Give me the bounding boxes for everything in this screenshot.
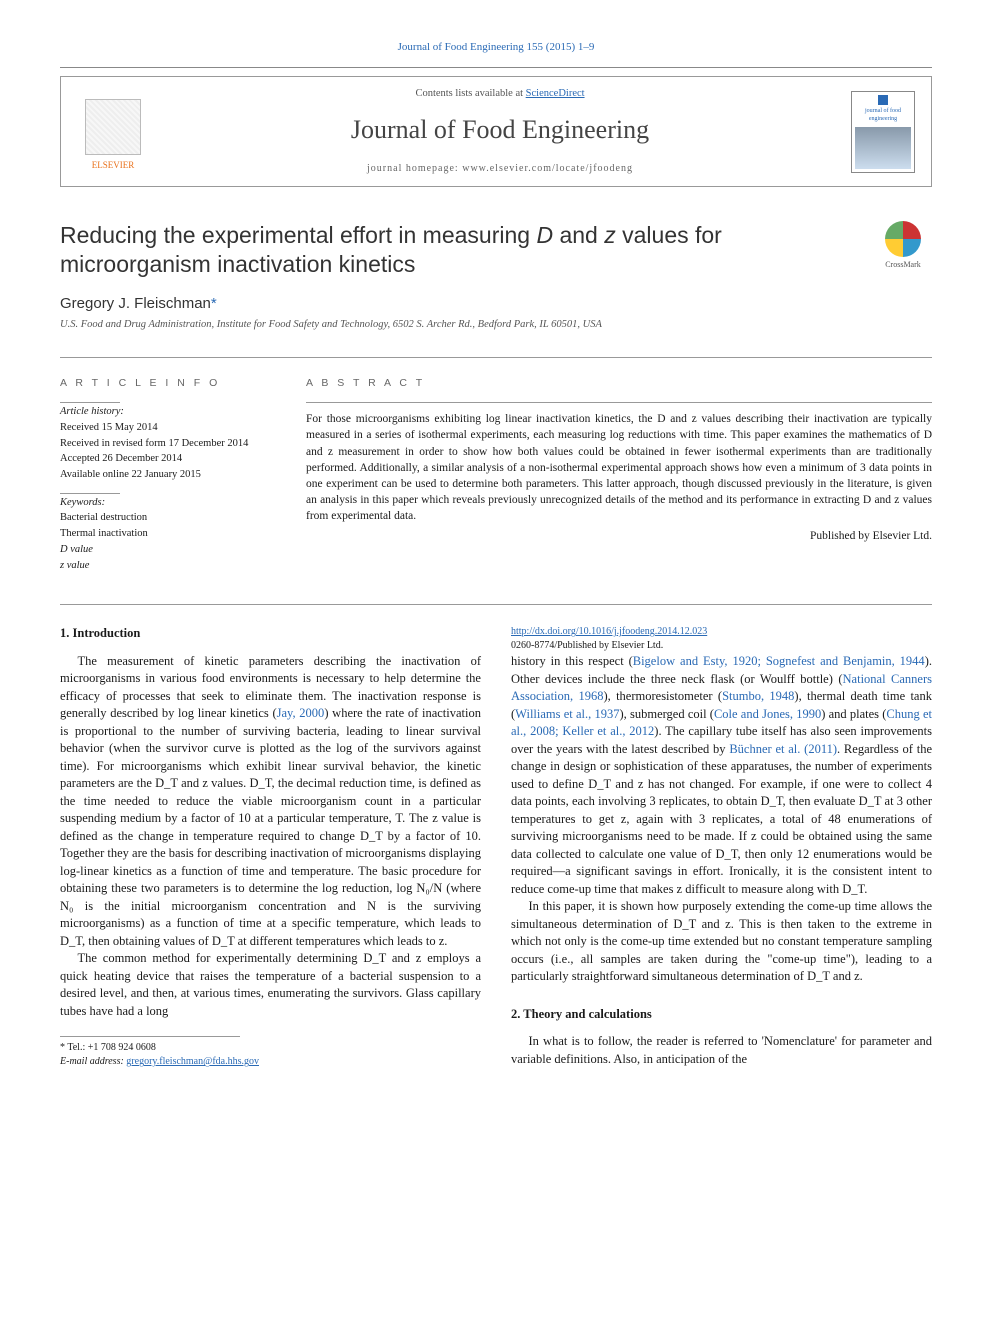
cover-square-icon: [878, 95, 888, 105]
journal-name: Journal of Food Engineering: [167, 112, 833, 148]
ref-stumbo[interactable]: Stumbo, 1948: [722, 689, 794, 703]
info-rule-2: [60, 493, 120, 494]
ref-bigelow[interactable]: Bigelow and Esty, 1920; Sognefest and Be…: [633, 654, 925, 668]
doi-link[interactable]: http://dx.doi.org/10.1016/j.jfoodeng.201…: [511, 626, 707, 637]
intro-p1: The measurement of kinetic parameters de…: [60, 653, 481, 951]
ref-williams[interactable]: Williams et al., 1937: [515, 707, 619, 721]
tel-label: * Tel.:: [60, 1042, 88, 1053]
abstract: A B S T R A C T For those microorganisms…: [306, 376, 932, 575]
abstract-text: For those microorganisms exhibiting log …: [306, 411, 932, 524]
issn-line: 0260-8774/Published by Elsevier Ltd.: [511, 640, 663, 651]
author-name: Gregory J. Fleischman: [60, 295, 211, 312]
journal-cover-thumb: journal of food engineering: [851, 91, 915, 173]
intro-p2: The common method for experimentally det…: [60, 950, 481, 1020]
keyword-2: Thermal inactivation: [60, 527, 270, 542]
contents-line: Contents lists available at ScienceDirec…: [167, 87, 833, 102]
theory-heading: 2. Theory and calculations: [511, 1006, 932, 1024]
contents-prefix: Contents lists available at: [415, 88, 525, 99]
sciencedirect-link[interactable]: ScienceDirect: [526, 88, 585, 99]
theory-p1: In what is to follow, the reader is refe…: [511, 1033, 932, 1068]
cover-small-text: journal of food engineering: [855, 107, 911, 124]
article-info: A R T I C L E I N F O Article history: R…: [60, 376, 270, 575]
history-label: Article history:: [60, 405, 270, 420]
rule-top: [60, 67, 932, 68]
journal-header: ELSEVIER Contents lists available at Sci…: [60, 76, 932, 187]
article-title: Reducing the experimental effort in meas…: [60, 221, 858, 279]
tel-number: +1 708 924 0608: [88, 1042, 156, 1053]
body-text: 1. Introduction The measurement of kinet…: [60, 604, 932, 1074]
info-heading: A R T I C L E I N F O: [60, 376, 270, 391]
elsevier-tree-icon: [85, 99, 141, 155]
online-date: Available online 22 January 2015: [60, 468, 270, 483]
intro-heading: 1. Introduction: [60, 625, 481, 643]
keyword-4: z value: [60, 559, 270, 574]
footnote-rule: [60, 1036, 240, 1037]
publisher-label: ELSEVIER: [92, 159, 135, 172]
crossmark-icon: [885, 221, 921, 257]
published-by: Published by Elsevier Ltd.: [306, 528, 932, 544]
abstract-rule: [306, 402, 932, 403]
affiliation: U.S. Food and Drug Administration, Insti…: [60, 318, 932, 333]
ref-cole[interactable]: Cole and Jones, 1990: [714, 707, 821, 721]
elsevier-logo: ELSEVIER: [77, 92, 149, 172]
crossmark-label: CrossMark: [885, 259, 921, 270]
footnotes: * Tel.: +1 708 924 0608 E-mail address: …: [60, 1041, 481, 1069]
author-line: Gregory J. Fleischman*: [60, 293, 932, 314]
col2-p2: In this paper, it is shown how purposely…: [511, 898, 932, 986]
top-citation: Journal of Food Engineering 155 (2015) 1…: [60, 40, 932, 55]
info-rule-1: [60, 402, 120, 403]
homepage-line: journal homepage: www.elsevier.com/locat…: [167, 162, 833, 176]
keyword-3: D value: [60, 543, 270, 558]
homepage-prefix: journal homepage:: [367, 163, 462, 174]
corresponding-marker[interactable]: *: [211, 295, 217, 312]
ref-jay-2000[interactable]: Jay, 2000: [277, 706, 325, 720]
received-date: Received 15 May 2014: [60, 421, 270, 436]
homepage-url[interactable]: www.elsevier.com/locate/jfoodeng: [462, 163, 633, 174]
col2-p1: history in this respect (Bigelow and Est…: [511, 653, 932, 898]
cover-image-placeholder: [855, 127, 911, 169]
abstract-heading: A B S T R A C T: [306, 376, 932, 391]
keywords-label: Keywords:: [60, 496, 270, 511]
revised-date: Received in revised form 17 December 201…: [60, 437, 270, 452]
accepted-date: Accepted 26 December 2014: [60, 452, 270, 467]
email-label: E-mail address:: [60, 1056, 126, 1067]
crossmark-badge[interactable]: CrossMark: [874, 221, 932, 270]
email-link[interactable]: gregory.fleischman@fda.hhs.gov: [126, 1056, 259, 1067]
ref-buchner[interactable]: Büchner et al. (2011): [729, 742, 837, 756]
doi-block: http://dx.doi.org/10.1016/j.jfoodeng.201…: [511, 625, 932, 653]
keyword-1: Bacterial destruction: [60, 511, 270, 526]
